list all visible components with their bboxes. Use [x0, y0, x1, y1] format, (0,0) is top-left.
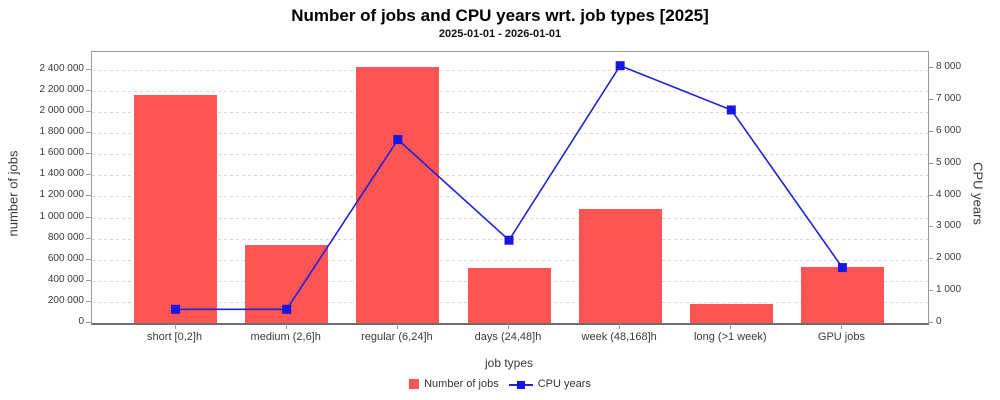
y-axis-tick [928, 226, 933, 228]
gridline [92, 112, 928, 114]
y-axis-tick-label: 4 000 [936, 188, 962, 200]
data-point-marker [282, 304, 292, 314]
x-category-label: regular (6,24]h [361, 331, 433, 343]
y-axis-tick-label: 600 000 [47, 252, 84, 264]
chart-title: Number of jobs and CPU years wrt. job ty… [291, 6, 709, 25]
x-category-label: long (>1 week) [694, 331, 767, 343]
y-axis-tick-label: 400 000 [47, 273, 84, 285]
y-axis-tick [86, 90, 91, 91]
bar-week (48,168]h [578, 209, 662, 323]
gridline [92, 133, 928, 135]
y-axis-tick-label: 2 000 000 [39, 105, 85, 117]
data-point-marker [171, 304, 181, 314]
y-axis-tick-label: 2 000 [936, 252, 962, 264]
data-point-marker [726, 105, 736, 115]
gridline [92, 259, 928, 261]
gridline [92, 69, 928, 71]
data-point-marker [837, 263, 847, 273]
legend-label: Number of jobs [424, 378, 499, 390]
x-axis-tick [508, 324, 509, 329]
gridline [92, 154, 928, 156]
plot-area [91, 51, 929, 325]
data-point-marker [393, 135, 403, 145]
legend: Number of jobs CPU years [0, 378, 1000, 390]
chart-subtitle: 2025-01-01 - 2026-01-01 [438, 28, 562, 40]
y-axis-tick-label: 3 000 [936, 220, 962, 232]
y-axis-tick [928, 194, 933, 196]
bar-days (24,48]h [467, 267, 551, 323]
y-axis-tick [928, 258, 933, 260]
y-axis-tick-label: 1 800 000 [39, 126, 85, 138]
x-axis-tick [174, 324, 176, 329]
y-axis-tick [86, 258, 91, 260]
legend-item-number-of-jobs: Number of jobs [409, 378, 499, 390]
y-axis-tick-label: 0 [78, 316, 84, 327]
legend-item-cpu-years: CPU years [508, 378, 591, 390]
x-axis-title: job types [484, 356, 534, 370]
y-axis-tick-label: 1 600 000 [39, 147, 85, 159]
y-axis-tick-label: 1 200 000 [39, 189, 85, 201]
y-axis-tick-label: 200 000 [47, 294, 84, 306]
y-axis-tick [86, 195, 91, 197]
y-axis-tick [86, 237, 91, 239]
bar-long (>1 week) [689, 303, 773, 323]
x-category-label: short [0,2]h [147, 331, 203, 343]
gridline [92, 175, 928, 177]
y-axis-tick [86, 279, 91, 281]
y-axis-tick [86, 111, 91, 113]
y-axis-tick-label: 2 200 000 [39, 84, 85, 95]
y-axis-tick-label: 2 400 000 [39, 62, 85, 74]
x-axis-tick [619, 324, 621, 329]
y-axis-tick-label: 1 000 000 [39, 210, 85, 222]
y-axis-tick-label: 800 000 [47, 231, 84, 243]
y-axis-tick-label: 5 000 [936, 156, 962, 168]
data-point-marker [615, 61, 625, 71]
y-axis-tick [86, 322, 91, 323]
gridline [92, 196, 928, 198]
y-axis-tick [86, 153, 91, 155]
legend-line-marker-icon [508, 380, 533, 389]
data-point-marker [504, 235, 514, 245]
y-axis-tick [86, 174, 91, 176]
y-axis-tick-label: 1 000 [936, 284, 962, 296]
x-axis-tick [841, 324, 843, 329]
y-axis-tick [928, 162, 933, 164]
x-category-label: week (48,168]h [581, 331, 657, 343]
cpu-years-line [171, 61, 847, 314]
x-axis-tick [285, 324, 287, 329]
y-axis-tick-label: 8 000 [936, 61, 962, 73]
y-axis-tick-label: 1 400 000 [39, 168, 85, 180]
y-axis-tick [86, 132, 91, 134]
x-category-label: days (24,48]h [474, 331, 542, 343]
y-axis-tick [86, 68, 91, 70]
gridline [92, 217, 928, 219]
y-axis-tick [86, 300, 91, 302]
y-axis-tick [928, 67, 933, 69]
y-axis-tick [928, 322, 933, 323]
y-axis-title-left: number of jobs [5, 150, 21, 237]
y-axis-tick [928, 130, 933, 132]
x-category-label: GPU jobs [817, 331, 865, 343]
y-axis-tick-label: 0 [936, 316, 942, 327]
x-axis-tick [396, 324, 398, 329]
y-axis-tick-label: 7 000 [936, 93, 962, 105]
bar-short [0,2]h [134, 95, 218, 323]
x-category-label: medium (2,6]h [250, 331, 321, 343]
legend-label: CPU years [537, 378, 591, 390]
y-axis-tick-label: 6 000 [936, 124, 962, 136]
legend-bar-swatch-icon [409, 379, 420, 389]
bar-GPU jobs [800, 266, 884, 323]
bar-regular (6,24]h [356, 66, 440, 323]
y-axis-tick [928, 99, 933, 101]
x-axis-tick [730, 324, 732, 329]
gridline [92, 91, 928, 92]
y-axis-tick [86, 216, 91, 218]
y-axis-tick [928, 290, 933, 292]
